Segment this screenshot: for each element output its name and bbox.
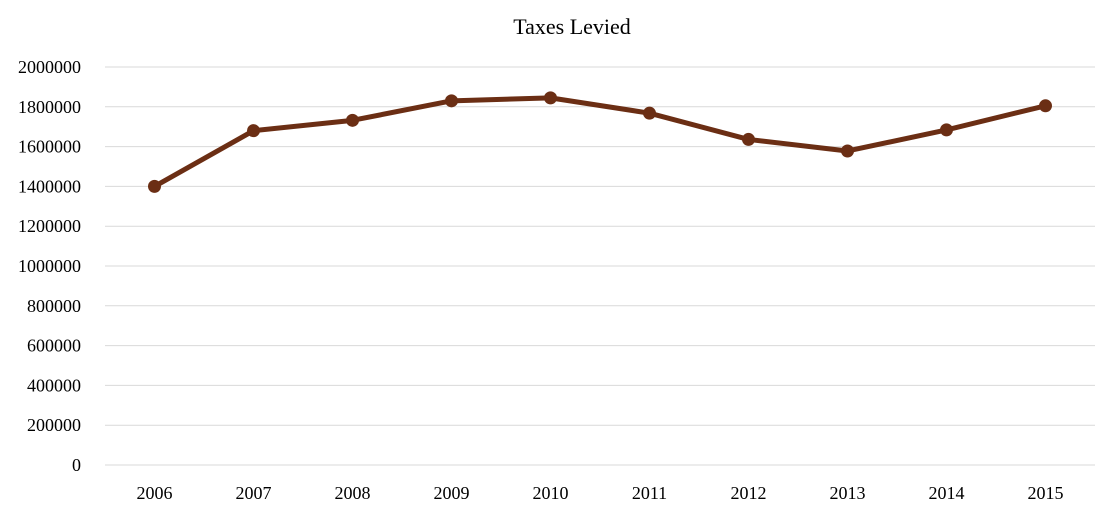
series-group <box>148 91 1052 193</box>
data-point <box>841 144 854 158</box>
x-tick-label: 2006 <box>137 483 173 503</box>
y-tick-label: 400000 <box>27 375 81 395</box>
y-tick-label: 0 <box>72 455 81 475</box>
x-tick-label: 2009 <box>434 483 470 503</box>
y-tick-label: 1400000 <box>18 176 81 196</box>
y-tick-label: 200000 <box>27 415 81 435</box>
series-line <box>152 95 1048 189</box>
data-point <box>445 94 458 108</box>
data-point <box>742 132 755 146</box>
data-point <box>247 124 260 138</box>
x-tick-label: 2013 <box>830 483 866 503</box>
data-point <box>346 113 359 127</box>
data-point <box>643 106 656 120</box>
y-tick-label: 1800000 <box>18 97 81 117</box>
y-tick-label: 2000000 <box>18 57 81 77</box>
x-tick-label: 2010 <box>533 483 569 503</box>
y-tick-label: 600000 <box>27 336 81 356</box>
data-point <box>940 123 953 137</box>
data-point <box>148 179 161 193</box>
y-tick-label: 1200000 <box>18 216 81 236</box>
x-tick-label: 2012 <box>731 483 767 503</box>
data-point <box>1039 99 1052 113</box>
x-tick-label: 2007 <box>236 483 272 503</box>
y-tick-label: 1600000 <box>18 137 81 157</box>
x-tick-label: 2015 <box>1028 483 1064 503</box>
y-tick-label: 800000 <box>27 296 81 316</box>
y-tick-label: 1000000 <box>18 256 81 276</box>
x-tick-label: 2008 <box>335 483 371 503</box>
x-tick-label: 2014 <box>929 483 965 503</box>
x-axis: 2006 2007 2008 2009 2010 2011 2012 2013 2014 2015 <box>137 483 1064 503</box>
gridlines <box>105 66 1095 466</box>
y-axis: 0 200000 400000 600000 800000 1000000 1200000 1… <box>18 57 81 475</box>
chart-title: Taxes Levied <box>513 14 631 39</box>
x-tick-label: 2011 <box>632 483 667 503</box>
data-point <box>544 91 557 105</box>
